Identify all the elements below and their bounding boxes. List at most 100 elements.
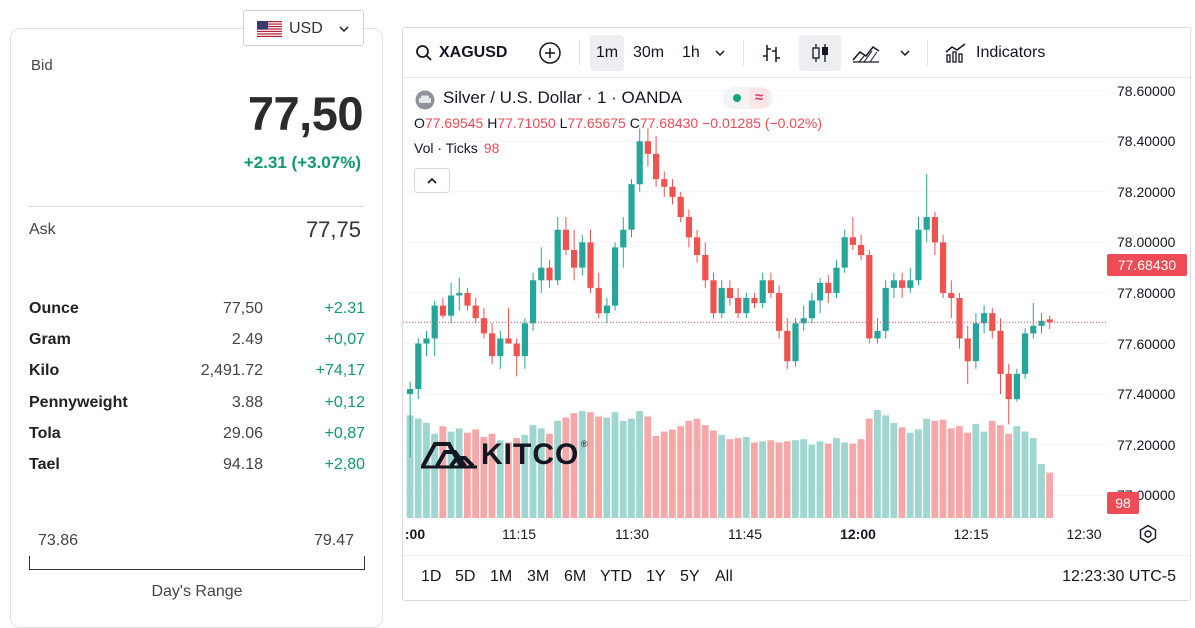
chevron-down-icon (900, 50, 910, 57)
range-1m-button[interactable]: 1M (490, 568, 513, 585)
unit-name: Tola (29, 424, 61, 442)
volume-bar (505, 442, 512, 518)
candle (923, 217, 930, 230)
collapse-legend-button[interactable] (414, 168, 450, 193)
currency-select[interactable]: USD (243, 10, 364, 46)
candle (833, 267, 840, 293)
chart-widget: XAGUSD 1m 30m 1h (402, 27, 1191, 601)
range-5d-button[interactable]: 5D (455, 568, 476, 585)
volume-bar (710, 430, 717, 518)
candle (513, 343, 520, 357)
delayed-data-icon: ≈ (749, 88, 769, 108)
volume-bar (824, 443, 832, 518)
range-1d-button[interactable]: 1D (421, 568, 442, 585)
area-chart-style-button[interactable] (851, 35, 881, 71)
volume-bar (636, 411, 643, 518)
unit-name: Kilo (29, 362, 60, 380)
divider (28, 206, 364, 207)
compare-symbol-button[interactable] (538, 35, 562, 71)
interval-1h[interactable]: 1h (682, 35, 700, 71)
volume-bar (742, 437, 750, 518)
kitco-wordmark: KITCO (481, 438, 580, 471)
volume-label: Vol · Ticks (414, 140, 478, 156)
ask-label: Ask (29, 221, 56, 238)
range-1y-button[interactable]: 1Y (646, 568, 666, 585)
volume-bar (423, 422, 430, 518)
volume-bar (1046, 472, 1053, 518)
day-range-bar (29, 556, 365, 570)
indicators-button[interactable]: Indicators (944, 35, 1045, 71)
price-tick-label: 77.20000 (1117, 436, 1176, 453)
candle (661, 179, 668, 187)
time-tick-label: 12:15 (953, 526, 989, 542)
candle (866, 255, 873, 339)
volume-bar (521, 434, 529, 518)
unit-name: Ounce (29, 300, 79, 317)
volume-bar (931, 420, 939, 518)
bar-chart-style-button[interactable] (761, 35, 783, 71)
range-3m-button[interactable]: 3M (527, 568, 550, 585)
unit-change: +2,80 (324, 455, 365, 473)
interval-30m[interactable]: 30m (633, 35, 664, 71)
volume-bar (718, 434, 725, 518)
candlestick-chart[interactable] (403, 78, 1108, 518)
volume-bar (529, 425, 537, 518)
candle (800, 318, 807, 324)
volume-bar (972, 424, 980, 518)
kitco-logo-icon (421, 442, 477, 469)
candle (628, 184, 635, 230)
currency-label: USD (289, 20, 323, 37)
candles-chart-style-button[interactable] (799, 35, 841, 71)
market-status-pill[interactable]: ≈ (723, 87, 773, 109)
candle (677, 196, 684, 218)
range-all-button[interactable]: All (715, 568, 733, 585)
volume-bar (439, 426, 447, 518)
close-value: 77.68430 (639, 115, 699, 131)
us-flag-icon (257, 21, 282, 37)
unit-row-tael: Tael 94.18 +2,80 (29, 454, 365, 485)
chart-style-dropdown[interactable] (899, 35, 911, 71)
volume-bar (431, 433, 438, 518)
candle (546, 267, 553, 281)
silver-symbol-icon (415, 90, 435, 110)
candle (694, 237, 701, 256)
interval-1m[interactable]: 1m (590, 35, 624, 71)
unit-price: 77,50 (222, 300, 263, 317)
unit-row-tola: Tola 29.06 +0,87 (29, 423, 365, 454)
candle (521, 323, 528, 357)
price-tick-label: 78.40000 (1117, 133, 1176, 150)
volume-bar (874, 410, 881, 518)
volume-bar (496, 440, 504, 518)
chart-toolbar: XAGUSD 1m 30m 1h (403, 28, 1190, 78)
chart-legend-title[interactable]: Silver / U.S. Dollar · 1 · OANDA (443, 88, 682, 107)
toolbar-divider (743, 40, 744, 66)
volume-bar (578, 411, 586, 518)
volume-bar (595, 416, 602, 518)
range-5y-button[interactable]: 5Y (680, 568, 700, 585)
symbol-search-button[interactable]: XAGUSD (415, 35, 507, 71)
chart-clock[interactable]: 12:23:30 UTC-5 (1062, 568, 1176, 585)
volume-bar (792, 440, 799, 518)
candle (776, 292, 783, 331)
volume-bar (808, 444, 816, 518)
chart-settings-icon[interactable] (1138, 524, 1158, 544)
range-ytd-button[interactable]: YTD (600, 568, 632, 585)
candle (882, 287, 889, 331)
price-axis[interactable]: 78.60000 78.40000 78.20000 78.00000 77.80000… (1108, 78, 1190, 518)
time-tick-label: 11:15 (502, 526, 536, 542)
candle (726, 287, 733, 298)
candle (948, 292, 955, 298)
interval-dropdown[interactable] (714, 35, 726, 71)
time-tick-label: 11:45 (728, 526, 762, 542)
range-6m-button[interactable]: 6M (564, 568, 587, 585)
volume-bar (1021, 431, 1029, 518)
add-circle-icon (539, 42, 561, 64)
unit-name: Gram (29, 331, 71, 349)
symbol-label: XAGUSD (439, 44, 508, 61)
volume-bar (841, 442, 848, 518)
volume-bar (447, 431, 455, 518)
candle (636, 141, 643, 185)
candle (685, 217, 692, 238)
candle (562, 229, 569, 250)
volume-readout: Vol · Ticks 98 (414, 140, 499, 156)
